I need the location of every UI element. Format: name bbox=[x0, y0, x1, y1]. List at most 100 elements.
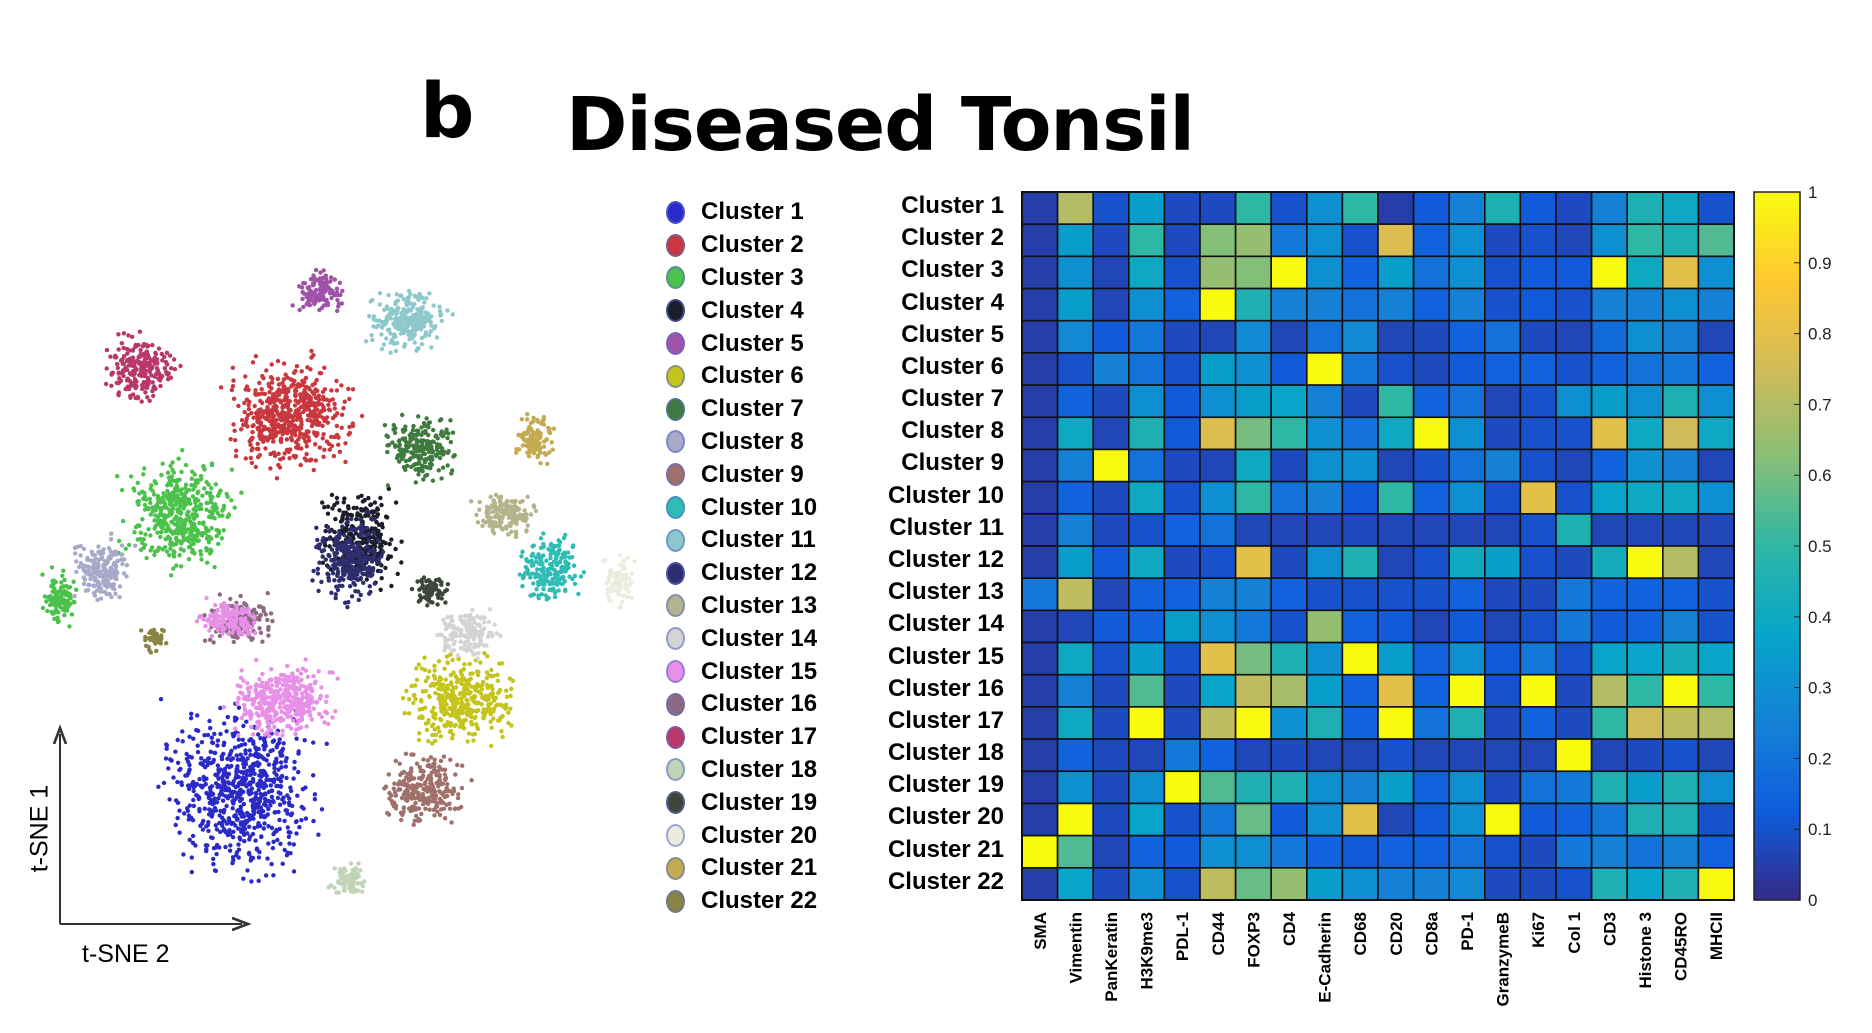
scatter-point bbox=[278, 841, 283, 846]
scatter-point bbox=[204, 527, 209, 532]
scatter-point bbox=[282, 818, 287, 824]
scatter-point bbox=[132, 377, 138, 382]
scatter-point bbox=[385, 443, 390, 448]
scatter-point bbox=[313, 458, 318, 463]
scatter-point bbox=[276, 451, 281, 456]
scatter-point bbox=[212, 750, 218, 756]
scatter-point bbox=[429, 709, 435, 714]
scatter-point bbox=[208, 798, 214, 803]
scatter-point bbox=[439, 696, 445, 702]
scatter-point bbox=[209, 735, 214, 740]
scatter-point bbox=[220, 798, 226, 803]
scatter-point bbox=[136, 354, 141, 360]
scatter-point bbox=[174, 541, 179, 547]
scatter-point bbox=[562, 553, 567, 558]
scatter-point bbox=[171, 551, 176, 556]
scatter-point bbox=[283, 759, 288, 764]
scatter-point bbox=[327, 447, 332, 452]
scatter-point bbox=[113, 591, 118, 596]
scatter-point bbox=[284, 395, 290, 400]
scatter-point bbox=[492, 622, 497, 627]
scatter-point bbox=[273, 810, 278, 815]
scatter-point bbox=[238, 820, 243, 825]
scatter-point bbox=[536, 580, 542, 585]
scatter-point bbox=[483, 520, 488, 525]
scatter-point bbox=[189, 483, 194, 488]
scatter-point bbox=[427, 669, 432, 674]
scatter-point bbox=[178, 363, 183, 369]
scatter-point bbox=[173, 798, 179, 803]
scatter-point bbox=[283, 808, 288, 813]
scatter-point bbox=[272, 766, 277, 771]
scatter-point bbox=[439, 476, 444, 481]
scatter-point bbox=[253, 388, 258, 393]
scatter-point bbox=[249, 879, 254, 884]
scatter-point bbox=[230, 806, 235, 811]
scatter-point bbox=[415, 782, 420, 787]
scatter-point bbox=[549, 587, 554, 592]
scatter-point bbox=[316, 832, 321, 837]
scatter-point bbox=[280, 409, 285, 415]
scatter-point bbox=[554, 543, 559, 549]
scatter-point bbox=[138, 536, 143, 542]
scatter-point bbox=[393, 334, 398, 339]
scatter-point bbox=[77, 564, 82, 570]
scatter-point bbox=[352, 582, 358, 587]
scatter-point bbox=[174, 527, 180, 532]
scatter-point bbox=[362, 879, 367, 884]
scatter-point bbox=[401, 805, 407, 810]
scatter-point bbox=[364, 544, 370, 550]
scatter-point bbox=[260, 808, 265, 813]
scatter-point bbox=[263, 685, 268, 691]
scatter-point bbox=[421, 757, 426, 762]
scatter-point bbox=[233, 726, 238, 731]
scatter-point bbox=[182, 811, 187, 816]
scatter-point bbox=[388, 350, 393, 355]
scatter-point bbox=[159, 472, 164, 478]
scatter-point bbox=[202, 613, 207, 618]
scatter-point bbox=[232, 505, 237, 510]
scatter-point bbox=[236, 737, 241, 742]
scatter-point bbox=[269, 408, 274, 413]
scatter-point bbox=[159, 529, 164, 535]
scatter-point bbox=[303, 376, 308, 381]
scatter-point bbox=[226, 816, 232, 821]
scatter-point bbox=[432, 738, 438, 744]
scatter-point bbox=[260, 772, 265, 777]
scatter-point bbox=[126, 542, 132, 548]
scatter-point bbox=[325, 571, 330, 576]
scatter-point bbox=[306, 286, 312, 291]
scatter-point bbox=[345, 504, 351, 509]
scatter-point bbox=[307, 709, 312, 714]
scatter-point bbox=[269, 362, 274, 367]
scatter-point bbox=[261, 439, 266, 444]
scatter-point bbox=[222, 721, 227, 726]
scatter-point bbox=[236, 826, 241, 831]
scatter-point bbox=[459, 672, 464, 677]
scatter-point bbox=[329, 558, 334, 563]
scatter-point bbox=[308, 418, 313, 423]
scatter-point bbox=[277, 802, 283, 807]
scatter-point bbox=[74, 559, 79, 564]
scatter-point bbox=[288, 714, 294, 719]
scatter-point bbox=[196, 489, 201, 494]
scatter-point bbox=[313, 699, 319, 705]
scatter-point bbox=[509, 504, 514, 509]
scatter-point bbox=[310, 578, 315, 583]
scatter-point bbox=[417, 818, 423, 823]
scatter-point bbox=[519, 554, 524, 559]
scatter-point bbox=[276, 422, 281, 427]
scatter-point bbox=[179, 491, 184, 497]
scatter-point bbox=[206, 482, 211, 487]
scatter-point bbox=[311, 281, 317, 286]
scatter-point bbox=[195, 749, 201, 755]
scatter-point bbox=[146, 527, 151, 532]
scatter-point bbox=[122, 367, 127, 372]
scatter-point bbox=[164, 549, 170, 554]
scatter-point bbox=[513, 529, 519, 534]
scatter-point bbox=[341, 500, 346, 505]
scatter-point bbox=[518, 500, 523, 505]
scatter-point bbox=[217, 813, 222, 818]
scatter-point bbox=[191, 803, 196, 809]
scatter-point bbox=[198, 783, 203, 788]
